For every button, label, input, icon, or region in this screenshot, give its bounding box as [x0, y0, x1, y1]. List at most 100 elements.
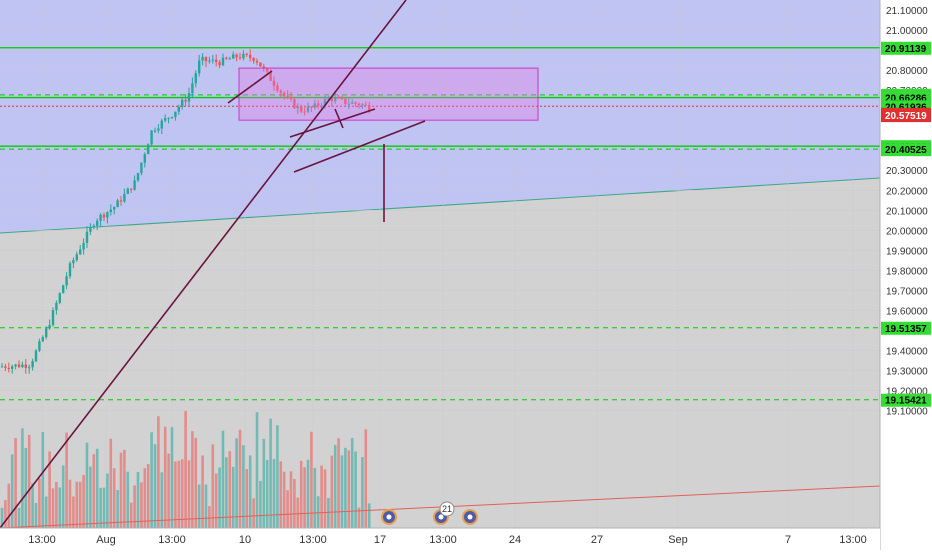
price-line-tag [881, 393, 931, 407]
volume-bar [211, 444, 215, 528]
price-tick-label: 19.20000 [886, 387, 928, 398]
price-tick-label: 20.30000 [886, 166, 928, 177]
candle-body [337, 97, 340, 99]
price-axis[interactable]: 21.1000021.0000020.9000020.8000020.70000… [879, 0, 932, 550]
candle-body [164, 118, 167, 121]
volume-bar [357, 507, 361, 528]
volume-bar [123, 449, 126, 528]
volume-bar [276, 425, 279, 528]
candle-body [242, 53, 245, 59]
candle-body [143, 154, 146, 163]
candle-body [79, 249, 82, 255]
volume-bar [177, 460, 181, 528]
volume-bar [191, 431, 194, 528]
candle-body [7, 367, 10, 369]
candle-body [106, 212, 109, 218]
volume-bar [119, 452, 123, 528]
candle-body [28, 367, 31, 369]
volume-bar [350, 438, 354, 528]
candle-body [354, 102, 357, 104]
candle-body [283, 92, 286, 96]
event-badge-dot [386, 514, 392, 520]
volume-bar [55, 481, 58, 528]
candle-body [17, 364, 21, 368]
candle-body [85, 231, 89, 243]
volume-bar [248, 455, 252, 528]
background-zones [0, 0, 881, 528]
volume-bar [38, 478, 41, 528]
candle-body [232, 54, 235, 59]
volume-bar [279, 461, 283, 528]
price-line-tag-label: 20.61936 [885, 102, 927, 113]
candle-body [317, 103, 320, 106]
candle-body [38, 341, 41, 351]
volume-bar [126, 471, 130, 528]
volume-bar [34, 502, 38, 528]
volume-bar [184, 411, 187, 528]
candle-body [286, 95, 289, 97]
candle-body [65, 276, 68, 286]
volume-bar [89, 466, 92, 528]
volume-bar [316, 496, 320, 528]
candle-body [272, 80, 276, 86]
price-line-tag [881, 109, 931, 123]
volume-bar [48, 451, 51, 528]
volume-bar [58, 487, 62, 528]
time-axis[interactable]: 13:00 Aug 13:00 10 13:00 17 13:00 24 27 Sep 7 13:00 [0, 527, 880, 550]
time-tick-label: 13:00 [299, 534, 327, 546]
volume-bar [286, 490, 289, 528]
candle-body [252, 58, 255, 61]
volume-bar [204, 484, 208, 528]
volume-bar [194, 437, 198, 528]
candle-body [14, 364, 17, 367]
candle-body [306, 106, 310, 112]
volume-bar [201, 455, 204, 528]
candle-body [99, 214, 102, 221]
candle-body [34, 350, 38, 362]
volume-bar [296, 497, 300, 528]
volume-bar [225, 457, 228, 528]
time-tick-label: 27 [591, 534, 603, 546]
price-line-tag-label: 20.66286 [885, 94, 927, 105]
drawing-tools[interactable] [0, 0, 880, 528]
volume-bar [361, 457, 364, 528]
volume-bar [44, 496, 48, 528]
volume-bar [252, 498, 255, 528]
volume-bar [313, 467, 317, 528]
volume-bar [228, 451, 232, 528]
volume-bar [61, 465, 65, 528]
candle-body [89, 227, 92, 232]
time-tick-label: Sep [668, 534, 688, 546]
volume-bar [157, 416, 160, 528]
candle-body [126, 188, 129, 194]
price-tick-label: 19.10000 [886, 407, 928, 418]
candle-body [334, 97, 337, 102]
volume-bar [7, 483, 11, 528]
horizontal-price-lines [0, 47, 880, 401]
candle-body [276, 85, 279, 91]
volume-bar [109, 438, 113, 528]
candle-body [323, 99, 327, 106]
volume-bar [129, 502, 133, 528]
event-badge-dot [438, 514, 444, 520]
event-badges[interactable]: 21 [381, 501, 478, 525]
candle-body [364, 104, 367, 106]
volume-bar [293, 479, 296, 528]
volume-bar [136, 471, 140, 528]
price-tick-label: 19.40000 [886, 347, 928, 358]
volume-bar [269, 418, 272, 528]
volume-bar [82, 474, 85, 528]
volume-bar [187, 460, 191, 528]
volume-bar [17, 507, 21, 528]
candle-body [48, 325, 51, 329]
candle-body [157, 128, 160, 131]
price-tick-label: 20.00000 [886, 226, 928, 237]
volume-bar [24, 447, 28, 528]
volume-bar [180, 459, 184, 528]
candlesticks [0, 49, 371, 374]
candle-body [218, 62, 221, 66]
volume-bar [282, 471, 286, 528]
channel-lower-line [293, 120, 426, 173]
